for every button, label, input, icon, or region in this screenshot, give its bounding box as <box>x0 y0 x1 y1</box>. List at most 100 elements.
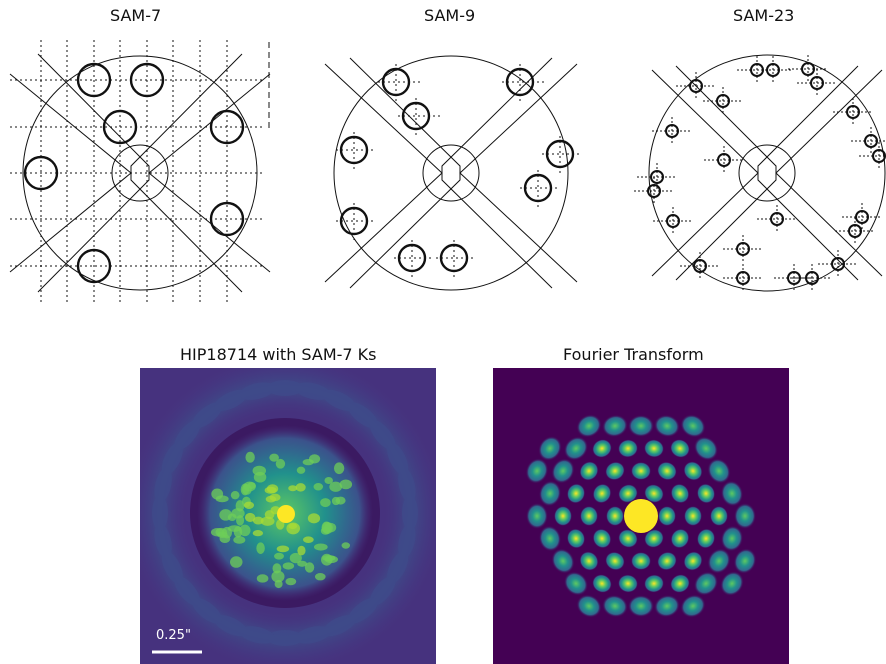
spoke <box>402 495 418 531</box>
speckle <box>245 451 255 463</box>
spoke <box>192 597 222 624</box>
sub-aperture <box>766 63 780 77</box>
fourier-peak <box>592 439 612 458</box>
speckle <box>272 563 282 574</box>
sub-aperture <box>439 243 469 273</box>
fourier-peak <box>526 503 548 529</box>
spoke <box>174 576 201 606</box>
speckle <box>239 524 251 537</box>
hole-crosshair <box>818 250 858 278</box>
pupil-outline <box>648 54 886 292</box>
speckle <box>274 579 283 589</box>
speckle <box>304 562 315 573</box>
spider-arm <box>324 63 443 283</box>
spoke <box>322 614 356 637</box>
spoke <box>214 614 248 637</box>
sub-aperture <box>647 184 661 198</box>
speckle <box>282 562 295 570</box>
sub-aperture <box>855 210 869 224</box>
fourier-peak <box>579 461 599 481</box>
sub-aperture <box>831 257 845 271</box>
speckle <box>231 508 245 519</box>
speckle <box>307 513 321 524</box>
fourier-peak <box>618 574 638 593</box>
fourier-peak <box>644 529 664 548</box>
sub-aperture <box>650 170 664 184</box>
sam-23-title: SAM-23 <box>733 6 795 25</box>
speckle <box>276 545 290 553</box>
sub-aperture <box>770 212 784 226</box>
spoke <box>267 630 303 646</box>
speckle <box>341 542 351 549</box>
hole-grid-lines <box>10 40 265 305</box>
fourier-peak <box>563 571 589 596</box>
fourier-peak <box>720 571 744 596</box>
sub-aperture <box>872 149 886 163</box>
fourier-peak <box>602 414 628 438</box>
sub-aperture <box>716 94 730 108</box>
sub-aperture <box>505 67 535 97</box>
sub-aperture <box>209 201 245 237</box>
speckle <box>271 570 285 583</box>
speckle <box>233 536 246 544</box>
fourier-peak <box>554 506 572 526</box>
hole-crosshair <box>851 127 886 155</box>
fourier-peak <box>551 458 575 484</box>
speckle <box>253 471 267 483</box>
spider-arm <box>757 65 859 281</box>
fourier-peak <box>707 458 731 484</box>
fourier-peak <box>670 574 690 593</box>
spider-arm <box>441 57 553 289</box>
sub-aperture <box>717 153 731 167</box>
spoke <box>322 389 356 412</box>
fourier-peak <box>658 506 676 526</box>
spoke <box>348 597 378 624</box>
speckle <box>229 556 243 568</box>
speckle <box>227 525 242 532</box>
fourier-peak <box>618 529 638 548</box>
fourier-peak <box>525 458 549 484</box>
fourier-peak <box>538 525 562 552</box>
fourier-peaks <box>525 414 757 618</box>
speckle <box>333 462 345 475</box>
fourier-peak <box>605 551 625 571</box>
fourier-peak <box>592 528 612 549</box>
sub-aperture <box>805 271 819 285</box>
fourier-peak <box>670 483 690 504</box>
speckle <box>240 483 250 496</box>
fourier-peak <box>720 480 744 507</box>
speckle <box>313 482 324 491</box>
fourier-peak <box>696 483 716 504</box>
fourier-peak <box>680 594 706 618</box>
fourier-peak <box>628 414 654 437</box>
sub-aperture <box>666 214 680 228</box>
spider-arm <box>459 63 578 283</box>
spoke <box>398 467 416 503</box>
central-obscuration <box>422 144 480 202</box>
fourier-transform-title: Fourier Transform <box>563 345 704 364</box>
sub-aperture <box>846 105 860 119</box>
speckle <box>256 574 269 583</box>
fourier-peak <box>580 506 598 526</box>
fourier-peak <box>644 439 664 458</box>
fourier-peak <box>576 594 602 618</box>
speckle <box>295 483 306 492</box>
fourier-peak <box>538 480 562 507</box>
hole-crosshair <box>676 72 716 100</box>
speckle <box>252 530 264 537</box>
speckle <box>265 495 277 503</box>
observed-interferogram-image <box>140 368 436 664</box>
speckle <box>321 521 332 534</box>
speckle <box>217 531 228 538</box>
sub-aperture <box>76 248 112 284</box>
hole-crosshair <box>859 142 886 170</box>
fourier-peak <box>606 506 624 526</box>
fourier-peak <box>605 461 625 481</box>
spoke <box>295 382 331 400</box>
fourier-peak <box>644 484 664 503</box>
sub-aperture <box>693 259 707 273</box>
observed-image-title: HIP18714 with SAM-7 Ks <box>180 345 377 364</box>
spoke <box>295 626 331 644</box>
fourier-peak <box>707 548 731 574</box>
fourier-peak <box>680 414 706 438</box>
